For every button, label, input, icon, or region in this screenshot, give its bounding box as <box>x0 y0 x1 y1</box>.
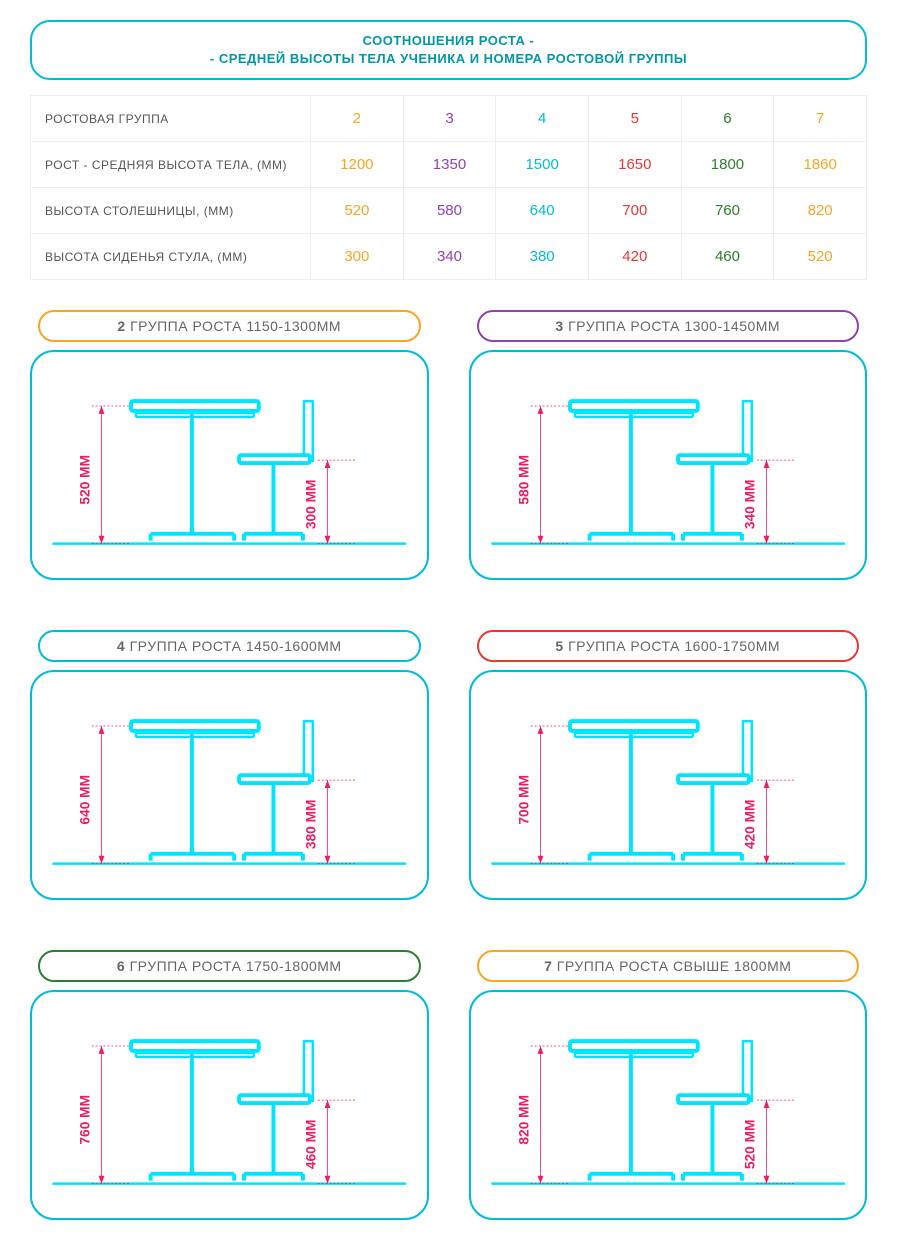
table-cell: 3 <box>403 96 496 142</box>
table-cell: 460 <box>681 234 774 280</box>
header-line2: - СРЕДНЕЙ ВЫСОТЫ ТЕЛА УЧЕНИКА И НОМЕРА Р… <box>52 50 845 68</box>
panel-group-6: 6 ГРУППА РОСТА 1750-1800ММ 760 ММ 460 ММ <box>30 950 429 1220</box>
table-cell: 420 <box>588 234 681 280</box>
table-cell: 1650 <box>588 142 681 188</box>
table-cell: 580 <box>403 188 496 234</box>
panel-title: 5 ГРУППА РОСТА 1600-1750ММ <box>477 630 860 662</box>
table-cell: 5 <box>588 96 681 142</box>
svg-text:760 ММ: 760 ММ <box>78 1095 93 1145</box>
panels-grid: 2 ГРУППА РОСТА 1150-1300ММ 520 ММ 300 ММ <box>30 310 867 1220</box>
panel-title: 6 ГРУППА РОСТА 1750-1800ММ <box>38 950 421 982</box>
table-cell: 1500 <box>496 142 589 188</box>
table-cell: 340 <box>403 234 496 280</box>
panel-title: 4 ГРУППА РОСТА 1450-1600ММ <box>38 630 421 662</box>
panel-diagram: 640 ММ 380 ММ <box>30 670 429 900</box>
table-cell: 7 <box>774 96 867 142</box>
svg-text:700 ММ: 700 ММ <box>516 775 531 825</box>
table-cell: 700 <box>588 188 681 234</box>
table-cell: 380 <box>496 234 589 280</box>
table-row: ВЫСОТА СТОЛЕШНИЦЫ, (ММ)52058064070076082… <box>31 188 867 234</box>
table-cell: 300 <box>311 234 404 280</box>
panel-group-5: 5 ГРУППА РОСТА 1600-1750ММ 700 ММ 420 ММ <box>469 630 868 900</box>
panel-group-3: 3 ГРУППА РОСТА 1300-1450ММ 580 ММ 340 ММ <box>469 310 868 580</box>
table-cell: 520 <box>774 234 867 280</box>
table-row-label: РОСТОВАЯ ГРУППА <box>31 96 311 142</box>
svg-text:460 ММ: 460 ММ <box>304 1120 319 1170</box>
panel-group-4: 4 ГРУППА РОСТА 1450-1600ММ 640 ММ 380 ММ <box>30 630 429 900</box>
panel-diagram: 520 ММ 300 ММ <box>30 350 429 580</box>
panel-diagram: 820 ММ 520 ММ <box>469 990 868 1220</box>
table-row-label: ВЫСОТА СТОЛЕШНИЦЫ, (ММ) <box>31 188 311 234</box>
spec-table: РОСТОВАЯ ГРУППА234567РОСТ - СРЕДНЯЯ ВЫСО… <box>30 95 867 280</box>
table-cell: 1860 <box>774 142 867 188</box>
table-row-label: ВЫСОТА СИДЕНЬЯ СТУЛА, (ММ) <box>31 234 311 280</box>
table-cell: 820 <box>774 188 867 234</box>
svg-text:300 ММ: 300 ММ <box>304 480 319 530</box>
panel-group-7: 7 ГРУППА РОСТА СВЫШЕ 1800ММ 820 ММ 520 М… <box>469 950 868 1220</box>
panel-group-2: 2 ГРУППА РОСТА 1150-1300ММ 520 ММ 300 ММ <box>30 310 429 580</box>
table-row: РОСТОВАЯ ГРУППА234567 <box>31 96 867 142</box>
svg-text:580 ММ: 580 ММ <box>516 455 531 505</box>
table-row: ВЫСОТА СИДЕНЬЯ СТУЛА, (ММ)30034038042046… <box>31 234 867 280</box>
table-cell: 1800 <box>681 142 774 188</box>
svg-text:520 ММ: 520 ММ <box>742 1120 757 1170</box>
header-line1: СООТНОШЕНИЯ РОСТА - <box>52 32 845 50</box>
panel-diagram: 580 ММ 340 ММ <box>469 350 868 580</box>
panel-diagram: 760 ММ 460 ММ <box>30 990 429 1220</box>
table-cell: 1350 <box>403 142 496 188</box>
table-cell: 4 <box>496 96 589 142</box>
panel-title: 7 ГРУППА РОСТА СВЫШЕ 1800ММ <box>477 950 860 982</box>
svg-text:380 ММ: 380 ММ <box>304 800 319 850</box>
svg-text:340 ММ: 340 ММ <box>742 480 757 530</box>
table-row: РОСТ - СРЕДНЯЯ ВЫСОТА ТЕЛА, (ММ)12001350… <box>31 142 867 188</box>
svg-text:520 ММ: 520 ММ <box>78 455 93 505</box>
main-header: СООТНОШЕНИЯ РОСТА - - СРЕДНЕЙ ВЫСОТЫ ТЕЛ… <box>30 20 867 80</box>
table-cell: 640 <box>496 188 589 234</box>
table-cell: 6 <box>681 96 774 142</box>
panel-diagram: 700 ММ 420 ММ <box>469 670 868 900</box>
panel-title: 3 ГРУППА РОСТА 1300-1450ММ <box>477 310 860 342</box>
panel-title: 2 ГРУППА РОСТА 1150-1300ММ <box>38 310 421 342</box>
table-cell: 760 <box>681 188 774 234</box>
table-cell: 520 <box>311 188 404 234</box>
table-cell: 1200 <box>311 142 404 188</box>
table-cell: 2 <box>311 96 404 142</box>
svg-text:420 ММ: 420 ММ <box>742 800 757 850</box>
svg-text:820 ММ: 820 ММ <box>516 1095 531 1145</box>
svg-text:640 ММ: 640 ММ <box>78 775 93 825</box>
table-row-label: РОСТ - СРЕДНЯЯ ВЫСОТА ТЕЛА, (ММ) <box>31 142 311 188</box>
